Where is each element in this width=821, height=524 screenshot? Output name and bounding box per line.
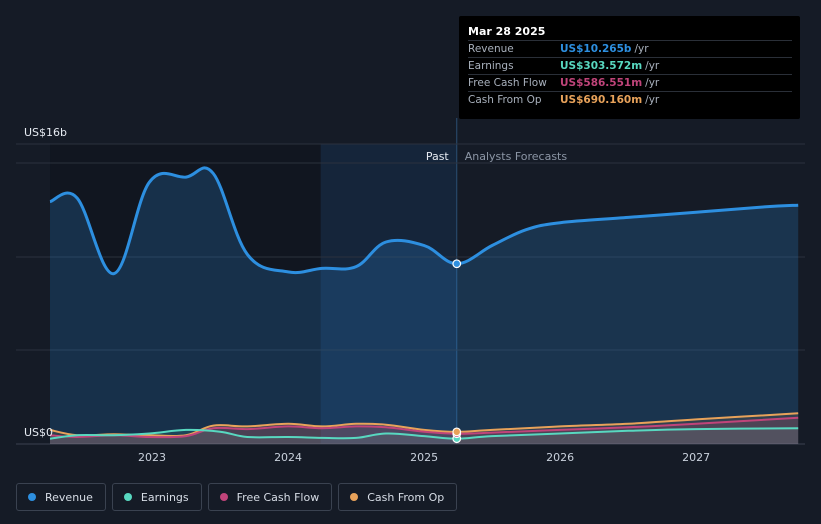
tooltip-value: US$586.551m [560,77,643,89]
tooltip-row-free-cash-flow: Free Cash Flow US$586.551m /yr [468,74,792,91]
revenue-dot-icon [28,493,36,501]
tooltip-value: US$690.160m [560,94,643,106]
earnings-line [49,427,799,440]
cash-from-op-dot-icon [350,493,359,501]
tooltip-unit: /yr [634,43,649,55]
forecast-label: Analysts Forecasts [465,150,568,163]
tooltip-unit: /yr [645,77,660,89]
tooltip-label: Cash From Op [468,94,542,106]
x-tick-label: 2023 [138,451,166,464]
x-tick-label: 2026 [546,451,574,464]
free-cash-flow-area [50,417,799,444]
revenue-marker [452,259,462,269]
y-axis-top-label: US$16b [24,126,67,139]
tooltip-label: Revenue [468,43,514,55]
legend-item-free-cash-flow[interactable]: Free Cash Flow [207,483,333,511]
revenue-line [49,166,799,276]
legend: Revenue Earnings Free Cash Flow Cash Fro… [16,483,458,511]
free-cash-flow-line [49,416,799,439]
past-label: Past [426,150,450,163]
legend-item-cash-from-op[interactable]: Cash From Op [338,483,458,511]
legend-label: Revenue [45,490,93,504]
tooltip-label: Earnings [468,60,514,72]
tooltip-date: Mar 28 2025 [468,25,546,38]
tooltip-row-earnings: Earnings US$303.572m /yr [468,57,792,74]
earnings-dot-icon [123,493,132,501]
x-tick-label: 2024 [274,451,302,464]
y-axis-bottom-label: US$0 [24,426,53,439]
legend-item-earnings[interactable]: Earnings [111,483,202,511]
legend-label: Cash From Op [367,490,445,504]
cash-from-op-line [49,412,799,438]
tooltip-row-revenue: Revenue US$10.265b /yr [468,40,792,57]
tooltip-value: US$303.572m [560,60,643,72]
legend-label: Earnings [140,490,189,504]
tooltip-row-cash-from-op: Cash From Op US$690.160m /yr [468,91,792,108]
legend-item-revenue[interactable]: Revenue [16,483,106,511]
tooltip: Mar 28 2025 Revenue US$10.265b /yr Earni… [459,16,800,119]
tooltip-label: Free Cash Flow [468,77,547,89]
x-tick-label: 2025 [410,451,438,464]
tooltip-value: US$10.265b [560,43,632,55]
tooltip-unit: /yr [645,60,660,72]
tooltip-unit: /yr [645,94,660,106]
cash-from-op-marker [452,427,462,437]
legend-label: Free Cash Flow [236,490,320,504]
free-cash-flow-dot-icon [219,493,228,501]
x-tick-label: 2027 [682,451,710,464]
highlight-band [320,144,457,444]
